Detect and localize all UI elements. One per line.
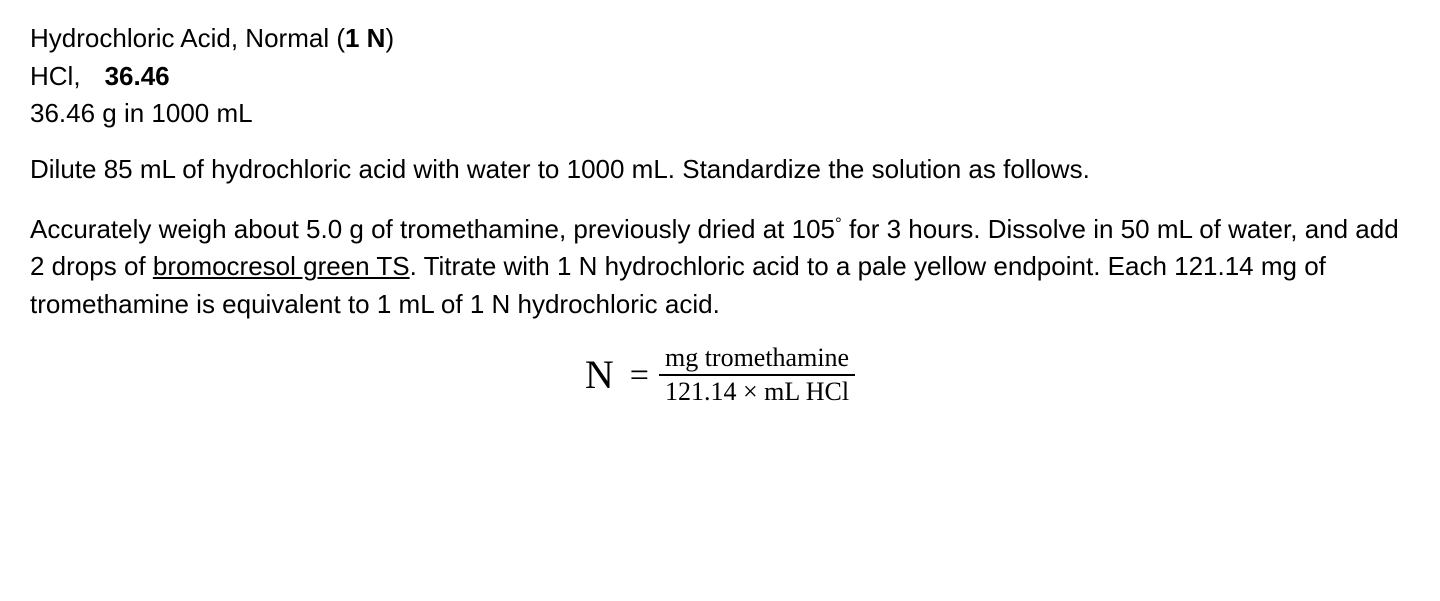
dilution-paragraph: Dilute 85 mL of hydrochloric acid with w…	[30, 151, 1410, 189]
formula-weight-line: HCl, 36.46	[30, 58, 1410, 96]
molar-mass: 36.46	[105, 61, 170, 91]
degree-symbol: °	[835, 214, 842, 233]
title-line: Hydrochloric Acid, Normal (1 N)	[30, 20, 1410, 58]
document-body: Hydrochloric Acid, Normal (1 N) HCl, 36.4…	[0, 0, 1440, 417]
title-normality: 1 N	[345, 23, 385, 53]
bromocresol-green-ts-link[interactable]: bromocresol green TS	[153, 251, 410, 281]
formula-equals: =	[630, 357, 649, 394]
formula-denominator: 121.14 × mL HCl	[659, 376, 855, 407]
concentration-line: 36.46 g in 1000 mL	[30, 95, 1410, 133]
standardization-paragraph: Accurately weigh about 5.0 g of trometha…	[30, 211, 1410, 324]
formula-numerator: mg tromethamine	[659, 344, 855, 377]
normality-formula: N = mg tromethamine 121.14 × mL HCl	[30, 344, 1410, 407]
title-suffix: )	[385, 23, 394, 53]
formula-symbol: HCl,	[30, 61, 81, 91]
formula-lhs: N	[585, 352, 614, 397]
title-prefix: Hydrochloric Acid, Normal (	[30, 23, 345, 53]
std-seg-1: Accurately weigh about 5.0 g of trometha…	[30, 214, 835, 244]
formula-fraction: mg tromethamine 121.14 × mL HCl	[659, 344, 855, 407]
